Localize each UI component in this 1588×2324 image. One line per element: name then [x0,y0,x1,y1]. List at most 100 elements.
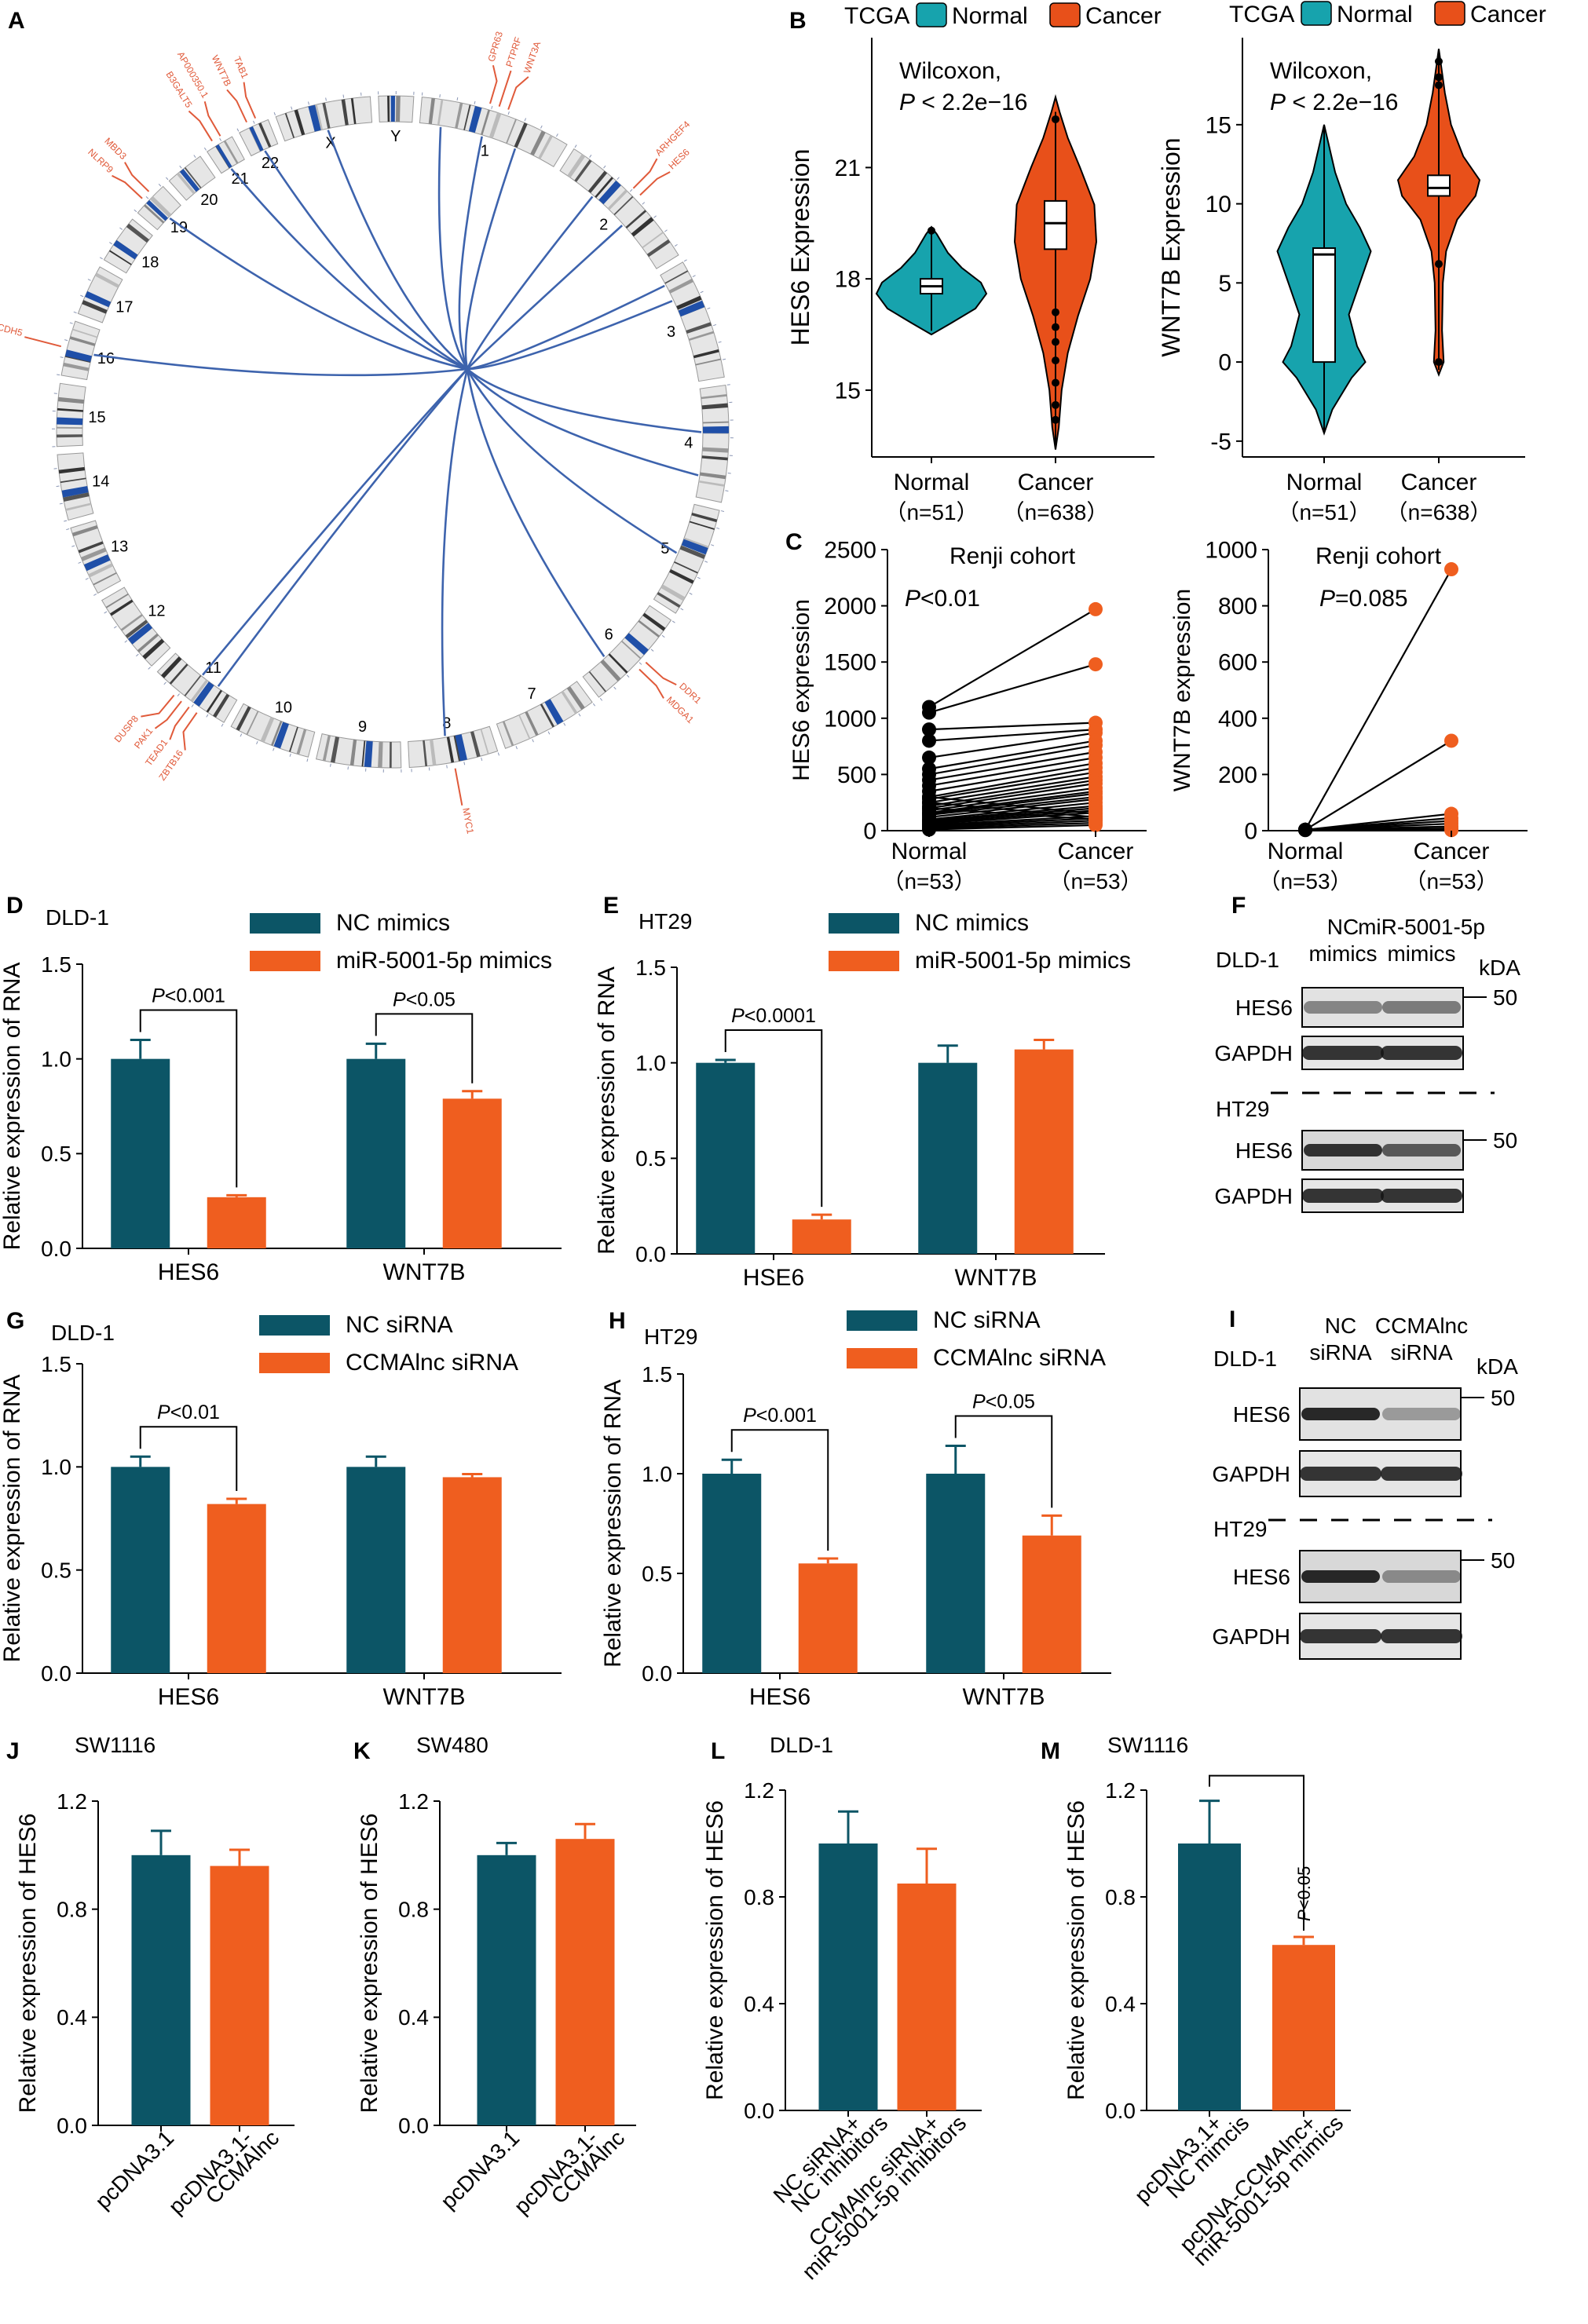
legend-swatch [829,913,899,934]
chromosome-label: 5 [660,540,669,557]
outlier-point [1435,260,1443,269]
significance-bracket [139,1426,238,1492]
cytoband [638,619,660,638]
ring-tick [707,307,711,309]
y-tick-label: 0.5 [41,1558,71,1582]
pair-line [928,802,1096,818]
cytoband [698,481,725,487]
chromosome-label: 2 [599,217,608,234]
ring-tick [661,634,665,638]
ring-tick [289,753,291,757]
panel-letter: D [6,893,24,919]
chromosome-14: 14 [53,452,109,522]
ring-tick [236,128,240,132]
cytoband [258,122,272,148]
cytoband [693,349,719,359]
outlier-point [1052,338,1059,346]
ring-tick [66,528,70,531]
cytoband [455,102,463,129]
normal-point [922,733,936,748]
y-tick-label: 0.0 [41,1237,71,1261]
panel-letter: M [1041,1738,1060,1764]
protein-band [1381,1629,1462,1643]
gene-connector [24,336,62,348]
chart-title: DLD-1 [770,1733,833,1757]
ring-tick [206,714,209,718]
ring-tick [59,502,63,505]
y-axis-label: Relative expression of HES6 [702,1800,728,2100]
ring-tick [711,544,715,546]
cancer-point [1444,733,1458,748]
chromosome-body [408,725,499,768]
y-tick-label: 0.0 [41,1661,71,1686]
gene-connector [188,110,213,142]
y-tick-label: 1.5 [41,1352,71,1376]
pair-line [928,766,1096,798]
gene-marker: CDH5 [0,321,62,348]
group-count: （n=638） [1003,500,1109,524]
x-tick-label: WNT7B [383,1684,466,1710]
bar [1014,1049,1074,1254]
y-axis-label: Relative expression of HES6 [357,1814,382,2114]
chart-g-dld1-sirna: G DLD-1 NC siRNA CCMAlnc siRNA 0.0 0.5 1.0 1.5 R… [0,1308,562,1710]
protein-band [1302,1046,1384,1060]
ring-tick [306,758,309,762]
y-tick-label: 15 [1206,112,1231,138]
chromosome-body [496,681,593,749]
group-count: （n=51） [884,500,978,524]
centromere-band [544,699,564,725]
x-tick-label: WNT7B [963,1684,1045,1710]
chromosome-label: 4 [684,435,693,452]
chart-e-ht29-mimics: E HT29 NC mimics miR-5001-5p mimics 0.0 0.5 1.… [594,893,1131,1291]
pair-line [928,740,1096,770]
cytoband [389,741,392,768]
centromere-band [65,349,93,362]
ring-tick [342,94,345,98]
chart-l-dld1-inhibitors: L DLD-1 0.0 0.4 0.8 1.2 Relative expression of… [702,1733,982,2284]
ring-tick [515,746,518,750]
cytoband [625,210,647,228]
y-tick-label: 1.0 [635,1051,666,1075]
panel-letter: H [609,1308,626,1334]
y-tick-label: 0.0 [744,2099,774,2123]
panel-letter: J [6,1738,20,1764]
ring-tick [135,653,139,657]
centromere-band [127,623,153,645]
ring-tick [60,356,64,359]
ring-tick [474,100,476,104]
cancer-point [1444,823,1458,838]
bar [346,1058,406,1248]
ring-tick [80,294,84,298]
gene-connector [454,768,463,806]
gene-marker: B3GALT5 [163,69,213,142]
pair-line [928,663,1096,714]
cytoband [88,563,114,578]
ring-tick [85,577,89,580]
stat-test-label: Wilcoxon, [899,58,1001,84]
cytoband [80,547,107,561]
protein-band [1300,1629,1381,1643]
y-tick-label: 1.5 [642,1362,672,1387]
cytoband [514,122,528,148]
marker-label: 50 [1493,1128,1517,1153]
cell-line-label: HT29 [1213,1517,1267,1541]
ring-tick [626,674,630,678]
normal-point [922,750,936,765]
centromere-band [390,95,396,122]
marker-label: 50 [1491,1386,1515,1410]
cytoband [246,711,259,736]
y-axis-label: Relative expression of RNA [0,963,25,1251]
cytoband [260,717,275,743]
pair-line [1304,740,1452,831]
cytoband [105,593,129,608]
chromosome-label: 9 [358,718,367,736]
outlier-point [1052,115,1059,123]
normal-point [922,722,936,737]
chromosome-21: 21 [203,136,249,188]
ring-tick [722,358,726,360]
ring-tick [93,594,97,596]
outlier-point [1052,308,1059,316]
chromosome-5: 5 [653,503,725,614]
bar [207,1504,266,1673]
